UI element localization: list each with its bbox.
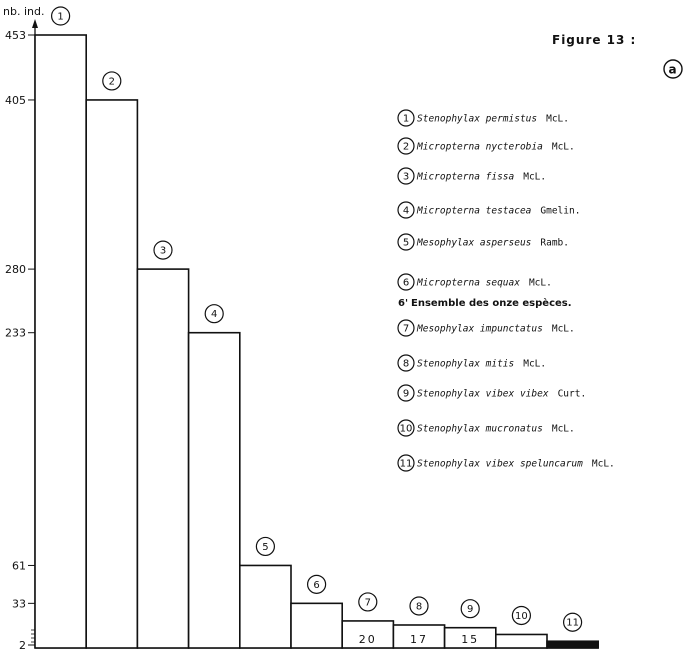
bar-number-circle xyxy=(255,536,275,557)
y-axis-label: nb. ind. xyxy=(3,5,44,18)
bar-number: 7 xyxy=(365,597,371,608)
bar-value-label: 20 xyxy=(359,633,377,646)
legend-author: McL. xyxy=(552,424,575,435)
legend-species: Mesophylax impunctatus xyxy=(416,324,543,335)
legend-number: 10 xyxy=(400,424,413,435)
bar xyxy=(136,268,190,649)
legend-species: Micropterna nycterobia xyxy=(416,142,543,153)
y-tick-label: 233 xyxy=(5,327,26,340)
legend-number: 9 xyxy=(403,389,409,400)
panel-label: a xyxy=(668,63,677,77)
legend-species: Stenophylax vibex speluncarum xyxy=(417,459,583,470)
bar xyxy=(85,99,139,649)
bar-number-circle xyxy=(204,304,224,324)
legend-species: Stenophylax mitis xyxy=(417,359,514,370)
y-tick-label: 2 xyxy=(19,639,26,650)
legend-species: Stenophylax permistus xyxy=(417,114,537,125)
bar-number: 2 xyxy=(109,76,115,87)
bar-number-circle xyxy=(50,6,71,26)
legend-number-circle xyxy=(397,137,415,155)
bar-number: 6 xyxy=(313,580,319,591)
bar xyxy=(34,34,88,649)
legend-number-circle xyxy=(397,319,415,337)
legend-species: Mesophylax asperseus xyxy=(416,238,531,249)
legend-author: McL. xyxy=(523,172,546,183)
legend-number-circle xyxy=(397,201,415,219)
bar-number: 5 xyxy=(262,542,268,553)
legend-author: Ramb. xyxy=(540,238,569,249)
legend-number: 11 xyxy=(400,459,413,470)
legend-number: 8 xyxy=(403,359,409,370)
bar-number-circle xyxy=(153,240,173,260)
bar-number: 4 xyxy=(211,309,217,320)
legend-number-circle xyxy=(397,167,415,185)
y-tick-label: 61 xyxy=(12,559,26,572)
legend-number-circle xyxy=(397,109,415,127)
figure-title: Figure 13 : xyxy=(552,33,636,47)
legend-number: 1 xyxy=(403,114,409,125)
bar-number-circle xyxy=(358,592,378,612)
legend: 1 Stenophylax permistus McL. 2 Micropterna n… xyxy=(397,109,615,472)
panel-label-circle xyxy=(663,59,683,79)
bar xyxy=(494,633,548,649)
bar xyxy=(187,331,241,649)
y-axis-arrow xyxy=(32,19,38,28)
legend-number-circle xyxy=(397,419,415,437)
legend-number: 6' xyxy=(398,298,408,309)
legend-species: Stenophylax vibex vibex xyxy=(417,389,549,400)
legend-number-circle xyxy=(397,233,415,251)
y-tick-label: 405 xyxy=(5,94,26,107)
legend-species: Stenophylax mucronatus xyxy=(417,424,543,435)
bar-number: 9 xyxy=(467,604,473,615)
y-tick-label: 453 xyxy=(5,29,26,42)
bar-number-circle xyxy=(511,605,532,626)
bar-value-label: 17 xyxy=(410,633,428,646)
bar-number-circle xyxy=(562,612,583,632)
legend-number-circle xyxy=(397,454,415,472)
y-tick-label: 33 xyxy=(12,597,26,610)
legend-number: 2 xyxy=(403,142,409,153)
bar-number-circle xyxy=(307,574,327,594)
legend-author: McL. xyxy=(552,324,575,335)
bar xyxy=(546,640,600,649)
legend-author: McL. xyxy=(592,459,615,470)
bar xyxy=(341,620,395,649)
legend-author: McL. xyxy=(529,278,552,289)
legend-author: Gmelin. xyxy=(540,206,580,217)
legend-author: McL. xyxy=(546,114,569,125)
legend-number-circle xyxy=(397,354,415,372)
bar xyxy=(290,602,344,649)
legend-number: 3 xyxy=(403,172,409,183)
bar-number: 3 xyxy=(160,246,166,257)
legend-species: Micropterna sequax xyxy=(416,278,520,289)
legend-author: Curt. xyxy=(558,389,587,400)
bar-number: 8 xyxy=(416,601,422,612)
bar-number-circle xyxy=(460,599,480,619)
bar xyxy=(239,564,292,649)
bar-number-circle xyxy=(409,596,429,616)
legend-label: Ensemble des onze espèces. xyxy=(411,297,572,309)
legend-number: 5 xyxy=(403,238,409,249)
bar-number: 10 xyxy=(515,611,528,622)
legend-number: 6 xyxy=(403,278,409,289)
bar-value-label: 15 xyxy=(461,633,479,646)
bar-number: 11 xyxy=(566,618,579,629)
legend-species: Micropterna testacea xyxy=(416,206,532,217)
legend-number: 7 xyxy=(403,324,409,335)
y-tick-label: 280 xyxy=(5,263,26,276)
legend-author: McL. xyxy=(523,359,546,370)
bar-number-circle xyxy=(102,71,122,91)
legend-author: McL. xyxy=(552,142,575,153)
legend-number-circle xyxy=(397,273,415,291)
legend-species: Micropterna fissa xyxy=(416,172,515,183)
legend-number: 4 xyxy=(403,206,409,217)
legend-number-circle xyxy=(397,384,415,402)
bar-number: 1 xyxy=(57,12,63,23)
